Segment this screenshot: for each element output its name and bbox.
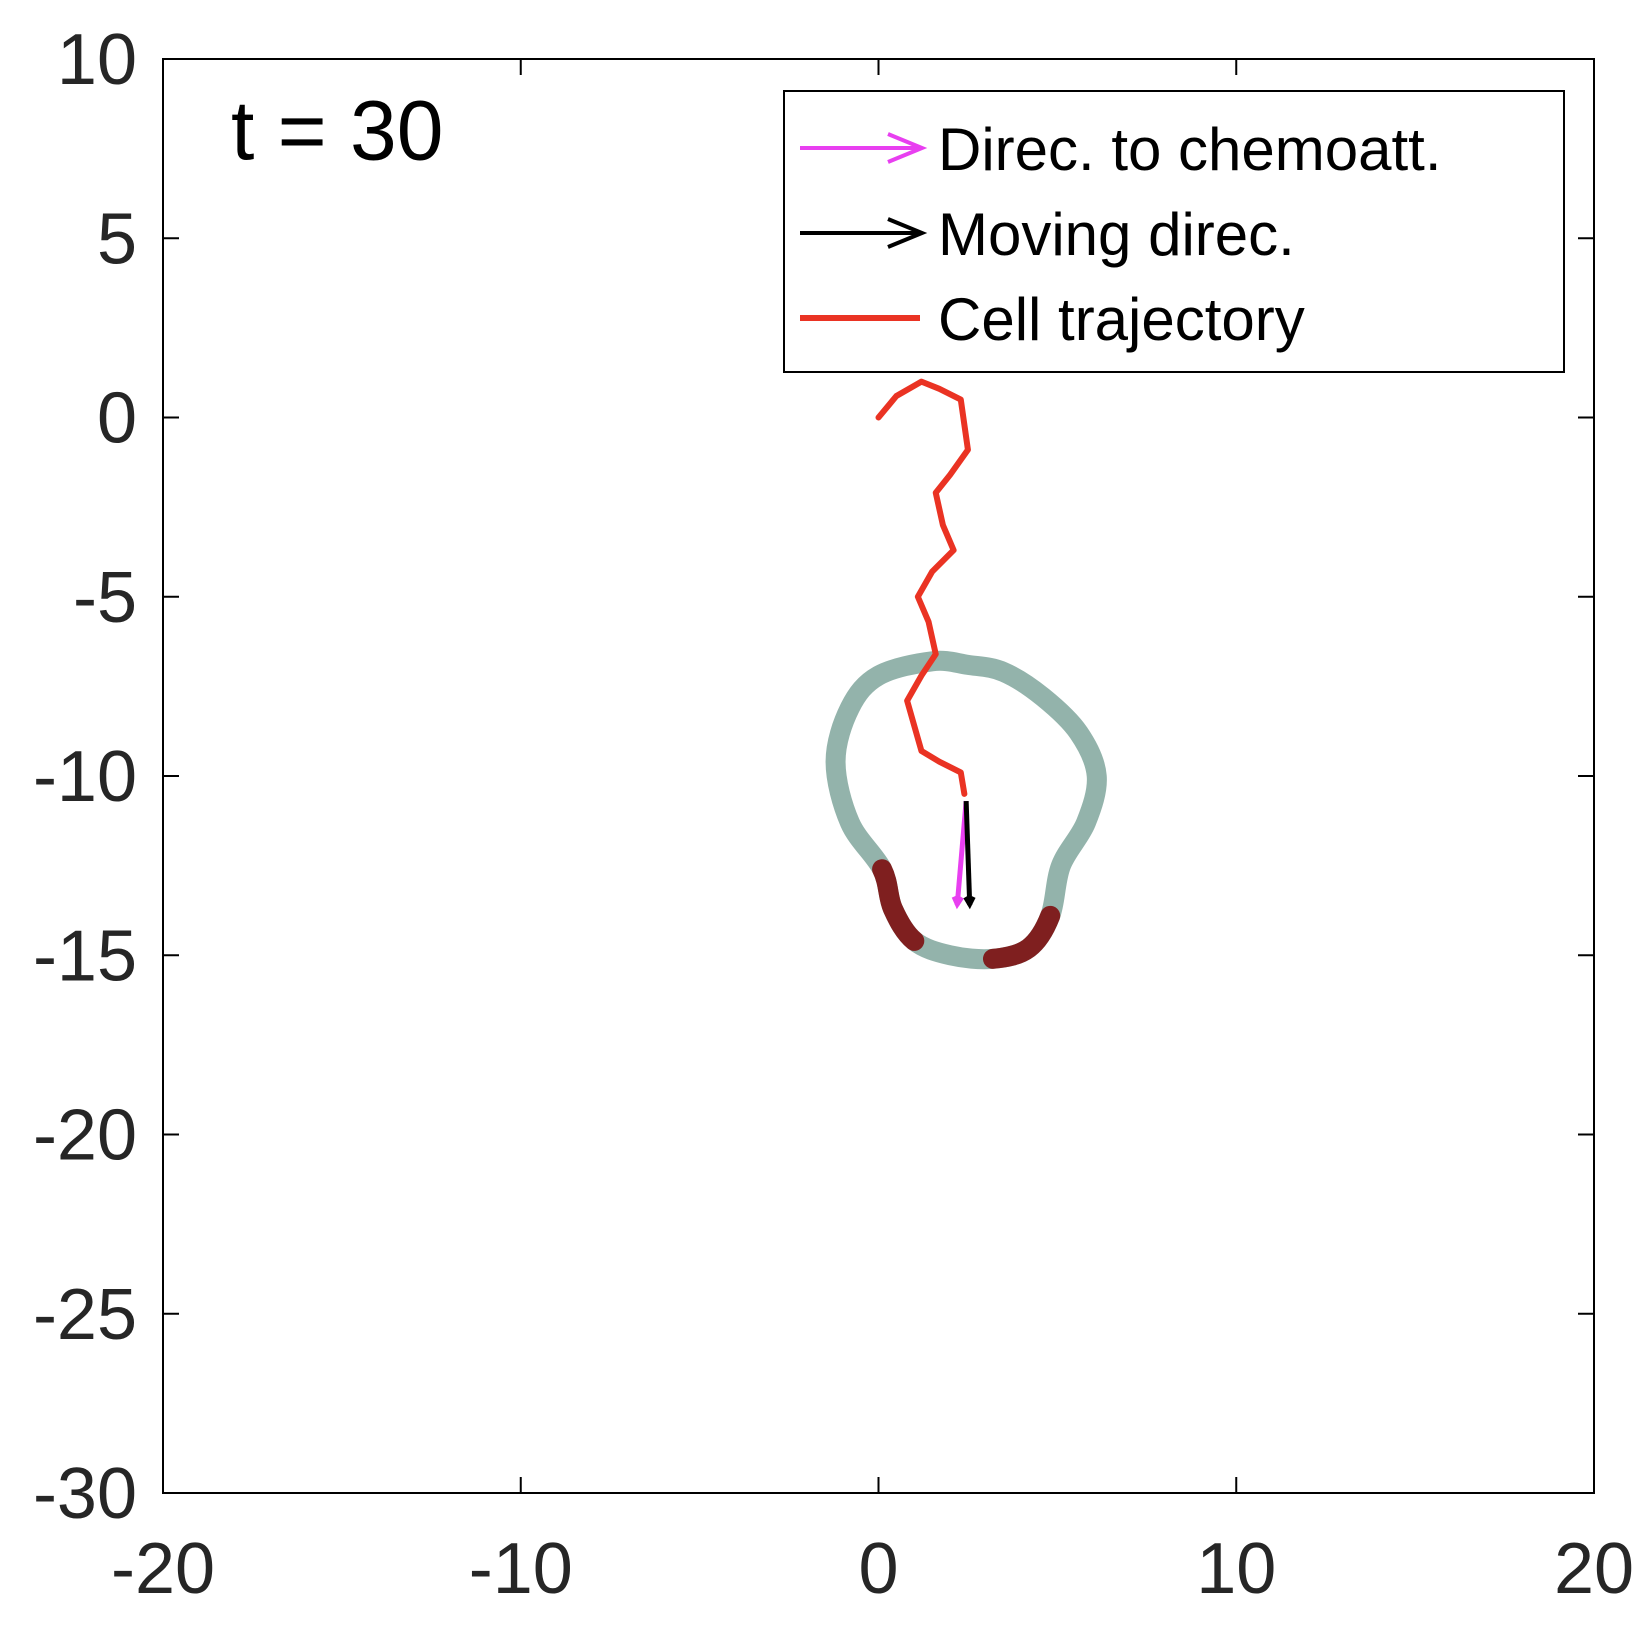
legend-entry: Moving direc. bbox=[800, 201, 1295, 268]
y-tick-label: -10 bbox=[33, 737, 137, 817]
y-tick-label: -5 bbox=[73, 558, 137, 638]
cell-boundary-active-segment bbox=[872, 859, 925, 951]
time-annotation: t = 30 bbox=[231, 83, 444, 177]
x-tick-label: -20 bbox=[111, 1529, 215, 1609]
legend: Direc. to chemoatt. Moving direc. Cell tra… bbox=[783, 90, 1565, 373]
y-tick-label: 0 bbox=[97, 379, 137, 459]
legend-items: Direc. to chemoatt. Moving direc. Cell tra… bbox=[800, 116, 1442, 353]
legend-label: Direc. to chemoatt. bbox=[938, 116, 1442, 183]
x-tick-label: -10 bbox=[469, 1529, 573, 1609]
ticks-layer: -20 -10 0 10 20 10 5 0 -5 -10 -15 -20 -25 -30 bbox=[33, 20, 1634, 1609]
legend-label: Moving direc. bbox=[938, 201, 1295, 268]
chemoattractant-direction-arrow-head bbox=[951, 896, 964, 910]
y-tick-label: 10 bbox=[57, 20, 137, 100]
y-tick-label: -20 bbox=[33, 1096, 137, 1176]
y-tick-label: 5 bbox=[97, 199, 137, 279]
cell-trajectory-line bbox=[875, 378, 971, 797]
x-tick-label: 20 bbox=[1554, 1529, 1634, 1609]
legend-arrow-head bbox=[887, 217, 928, 249]
cell-boundary bbox=[825, 650, 1107, 970]
plot-layer bbox=[825, 378, 1107, 970]
legend-entry: Direc. to chemoatt. bbox=[800, 116, 1442, 183]
y-tick-label: -15 bbox=[33, 916, 137, 996]
legend-label: Cell trajectory bbox=[938, 286, 1305, 353]
moving-direction-arrow bbox=[963, 801, 973, 906]
legend-entry: Cell trajectory bbox=[800, 286, 1305, 353]
y-tick-label: -25 bbox=[33, 1275, 137, 1355]
x-tick-label: 10 bbox=[1196, 1529, 1276, 1609]
legend-arrow-head bbox=[887, 132, 928, 164]
moving-direction-arrow-head bbox=[963, 896, 976, 910]
x-tick-label: 0 bbox=[858, 1529, 898, 1609]
cell-boundary-active-segment bbox=[982, 905, 1061, 969]
y-tick-label: -30 bbox=[33, 1454, 137, 1534]
